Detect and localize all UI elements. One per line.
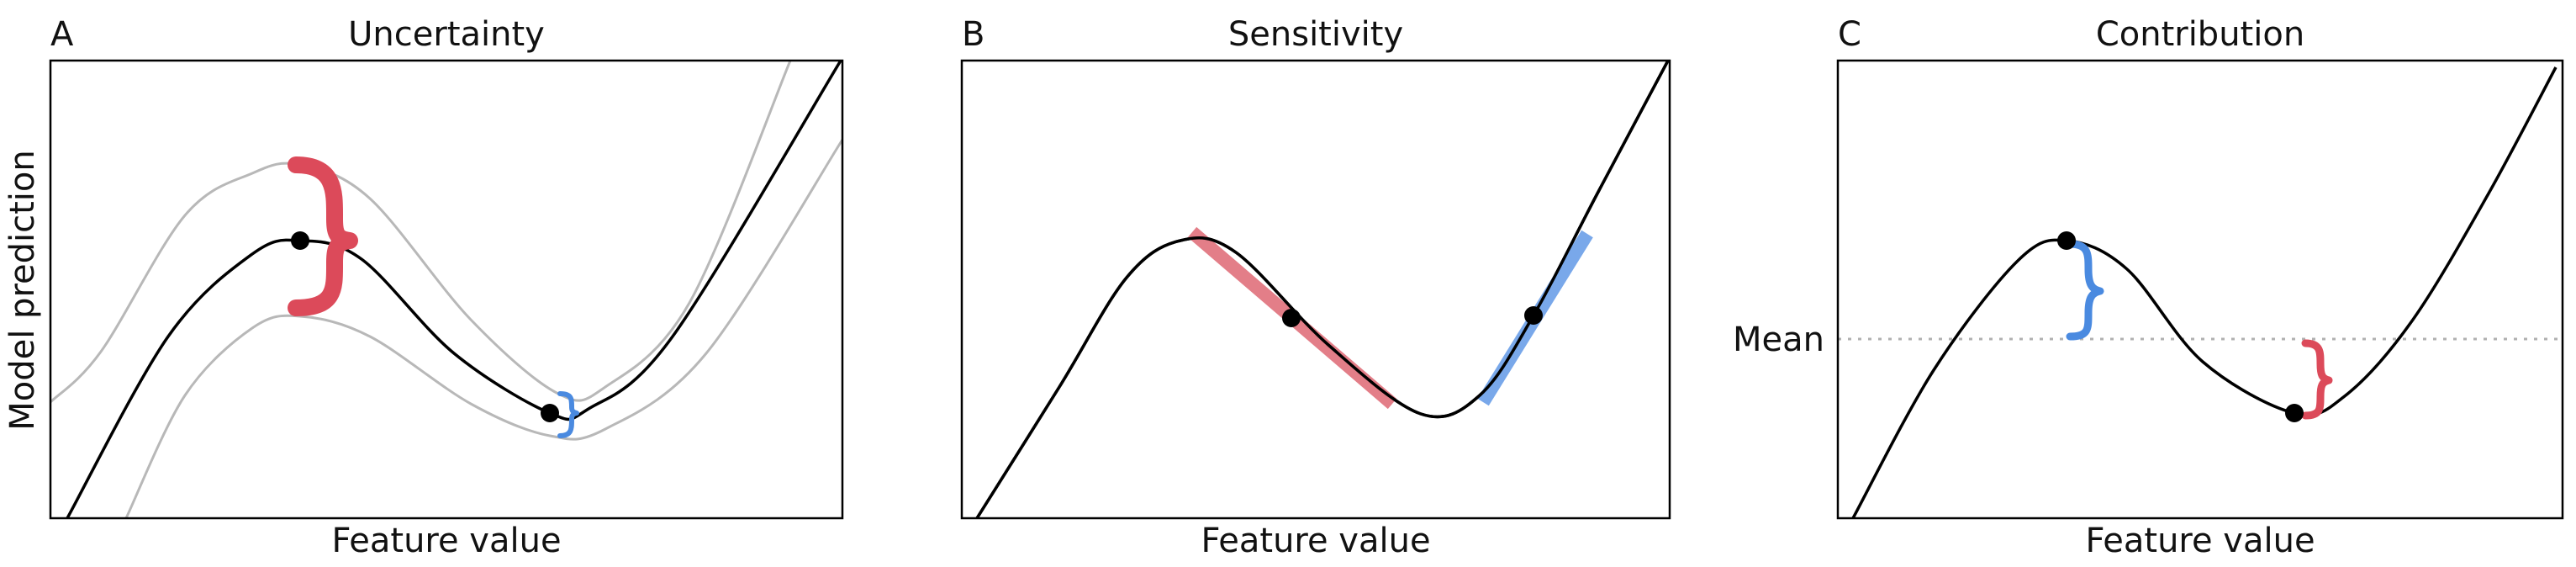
plot-frame	[1836, 59, 2564, 520]
plot-frame	[49, 59, 844, 520]
x-axis-label: Feature value	[2085, 522, 2315, 560]
y-axis-label: Model prediction	[3, 150, 42, 431]
panel-sensitivity: B Sensitivity Feature value	[960, 15, 1671, 560]
red-curly-brace-icon	[288, 156, 358, 316]
blue-curly-brace-icon	[557, 391, 579, 438]
data-point-valley	[2285, 404, 2304, 422]
panel-uncertainty: A Uncertainty Feature value	[49, 15, 844, 560]
panel-letter: C	[1838, 15, 1861, 54]
panel-title: Contribution	[2096, 15, 2304, 54]
plot-frame	[960, 59, 1671, 520]
data-point-ascending	[1524, 306, 1543, 325]
prediction-curve	[975, 61, 1670, 518]
panel-letter: A	[50, 15, 74, 54]
blue-curly-brace-icon	[2066, 240, 2104, 341]
mean-label: Mean	[1733, 321, 1824, 359]
data-point-descending	[1282, 309, 1301, 327]
panel-contribution: Mean C Contribution Feature value	[1733, 15, 2564, 560]
x-axis-label: Feature value	[331, 522, 561, 560]
prediction-curve-overlay	[975, 61, 1670, 518]
x-axis-label: Feature value	[1201, 522, 1430, 560]
red-curly-brace-icon	[2301, 339, 2333, 420]
panel-title: Uncertainty	[348, 15, 545, 54]
prediction-curve	[1851, 66, 2558, 518]
panel-letter: B	[962, 15, 984, 54]
panel-title: Sensitivity	[1228, 15, 1403, 54]
data-point-peak	[291, 231, 309, 250]
upper-uncertainty-curve	[50, 61, 792, 404]
data-point-peak	[2057, 231, 2076, 250]
prediction-curve	[66, 61, 842, 518]
data-point-valley	[541, 404, 559, 422]
lower-uncertainty-curve	[124, 139, 842, 518]
